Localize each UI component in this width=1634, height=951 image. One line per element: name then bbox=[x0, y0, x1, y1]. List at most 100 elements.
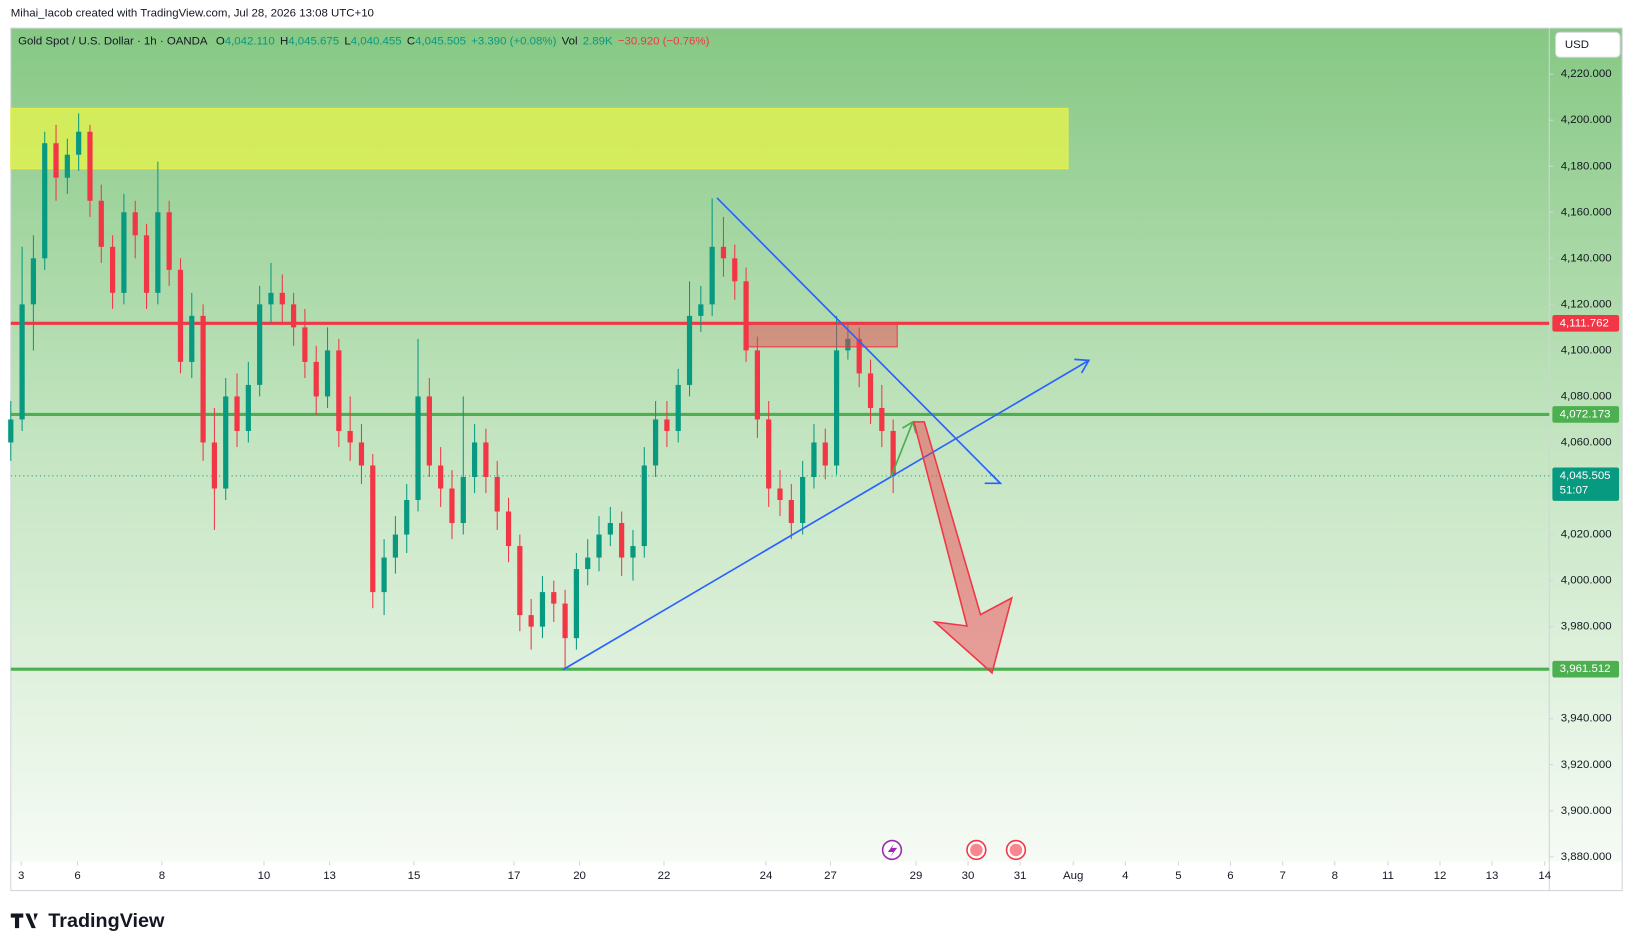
level-label: 4,111.762 bbox=[1560, 317, 1609, 329]
header-value: 4,042.110 bbox=[225, 36, 275, 48]
candle-body bbox=[483, 442, 489, 477]
header: Gold Spot / U.S. Dollar · 1h · OANDA O 4,… bbox=[18, 36, 710, 48]
y-tick-label: 3,900.000 bbox=[1561, 805, 1612, 817]
x-tick-label: 14 bbox=[1538, 870, 1551, 882]
levels bbox=[10, 321, 1550, 671]
x-tick-label: 15 bbox=[408, 870, 421, 882]
candle-body bbox=[392, 534, 399, 558]
candle-body bbox=[788, 500, 794, 524]
candle-body bbox=[551, 592, 557, 604]
currency-button[interactable] bbox=[1554, 31, 1621, 58]
candle-body bbox=[121, 212, 127, 293]
level-label-box bbox=[1552, 406, 1620, 423]
candle-body bbox=[132, 212, 138, 236]
header-value: 4,045.505 bbox=[415, 36, 466, 48]
x-tick-label: 5 bbox=[1175, 870, 1181, 882]
candle-body bbox=[585, 557, 591, 570]
candle-body bbox=[177, 269, 184, 362]
candle-body bbox=[720, 246, 727, 259]
x-tick-label: 3 bbox=[18, 870, 24, 882]
y-tick-label: 4,180.000 bbox=[1561, 160, 1612, 172]
candle-body bbox=[630, 546, 636, 558]
y-tick-label: 3,940.000 bbox=[1561, 713, 1612, 725]
candle-body bbox=[777, 488, 783, 501]
x-tick-label: 20 bbox=[573, 870, 586, 882]
candle-body bbox=[189, 315, 195, 362]
candle-body bbox=[426, 396, 432, 466]
candle-body bbox=[675, 384, 681, 431]
candle-body bbox=[279, 292, 285, 305]
countdown: 51:07 bbox=[1560, 484, 1589, 496]
level-label: 4,072.173 bbox=[1560, 408, 1611, 420]
candle-body bbox=[268, 292, 274, 305]
brand-logo bbox=[10, 913, 38, 929]
supply-zone bbox=[10, 107, 1069, 170]
candle-body bbox=[811, 442, 817, 477]
x-tick-label: 13 bbox=[1486, 870, 1499, 882]
candle-body bbox=[698, 304, 704, 316]
x-tick-label: 24 bbox=[760, 870, 773, 882]
y-tick-label: 4,160.000 bbox=[1561, 206, 1612, 218]
header-value: −30.920 (−0.76%) bbox=[618, 36, 710, 48]
header-value: C bbox=[407, 36, 415, 48]
level-label: 4,045.505 bbox=[1560, 470, 1611, 482]
x-tick-label: 27 bbox=[824, 870, 837, 882]
candle-body bbox=[155, 212, 161, 293]
x-tick-label: 22 bbox=[658, 870, 671, 882]
candle-body bbox=[573, 569, 580, 639]
level-label: 3,961.512 bbox=[1560, 663, 1611, 675]
candle-body bbox=[505, 511, 512, 547]
drawings bbox=[10, 107, 1069, 170]
candle-body bbox=[607, 523, 613, 535]
header-value: L bbox=[344, 36, 350, 48]
y-tick-label: 4,060.000 bbox=[1561, 437, 1612, 449]
x-tick-label: 10 bbox=[258, 870, 271, 882]
candle-body bbox=[290, 304, 297, 328]
candle-body bbox=[370, 465, 376, 593]
symbol-title: Gold Spot / U.S. Dollar · 1h · OANDA bbox=[18, 36, 208, 48]
candle-body bbox=[709, 246, 715, 305]
arrow-head bbox=[1074, 358, 1091, 374]
candle-body bbox=[109, 246, 116, 293]
candle-body bbox=[200, 315, 206, 443]
trend-line bbox=[562, 359, 1090, 671]
candle-body bbox=[754, 350, 761, 420]
candle-body bbox=[890, 430, 896, 476]
arrow-head bbox=[984, 470, 1003, 485]
candle-body bbox=[743, 281, 749, 351]
header-value: 4,040.455 bbox=[351, 36, 402, 48]
drawings bbox=[562, 197, 1091, 861]
candle-body bbox=[641, 465, 647, 547]
level-label-box bbox=[1552, 660, 1620, 678]
candle-body bbox=[302, 327, 308, 362]
header-value: O bbox=[216, 36, 225, 48]
x-tick-label: 6 bbox=[1227, 870, 1233, 882]
candle-body bbox=[449, 488, 455, 524]
candle-body bbox=[517, 546, 523, 616]
candle-body bbox=[471, 442, 478, 477]
candle-body bbox=[833, 350, 840, 466]
event-flag bbox=[1009, 843, 1023, 857]
time-axis-background bbox=[10, 861, 1623, 891]
header-value: 4,045.675 bbox=[288, 36, 339, 48]
candle-body bbox=[166, 212, 172, 270]
candle-body bbox=[42, 143, 48, 259]
candle-body bbox=[415, 396, 421, 501]
header-value: H bbox=[280, 36, 288, 48]
candle-body bbox=[64, 154, 70, 178]
y-tick-label: 4,080.000 bbox=[1561, 390, 1612, 402]
candle-body bbox=[223, 396, 229, 489]
x-tick-label: 8 bbox=[1332, 870, 1338, 882]
attribution: Mihai_Iacob created with TradingView.com… bbox=[11, 8, 374, 20]
candle-body bbox=[879, 407, 885, 431]
candle-body bbox=[404, 500, 410, 535]
arrow-head bbox=[901, 420, 917, 434]
y-tick-label: 4,200.000 bbox=[1561, 114, 1612, 126]
candle-body bbox=[494, 476, 500, 512]
x-tick-label: 4 bbox=[1122, 870, 1129, 882]
x-tick-label: 8 bbox=[159, 870, 165, 882]
x-tick-label: 11 bbox=[1382, 870, 1394, 882]
y-tick-label: 4,120.000 bbox=[1561, 298, 1612, 310]
candle-body bbox=[822, 442, 828, 466]
y-tick-label: 4,020.000 bbox=[1561, 529, 1612, 541]
